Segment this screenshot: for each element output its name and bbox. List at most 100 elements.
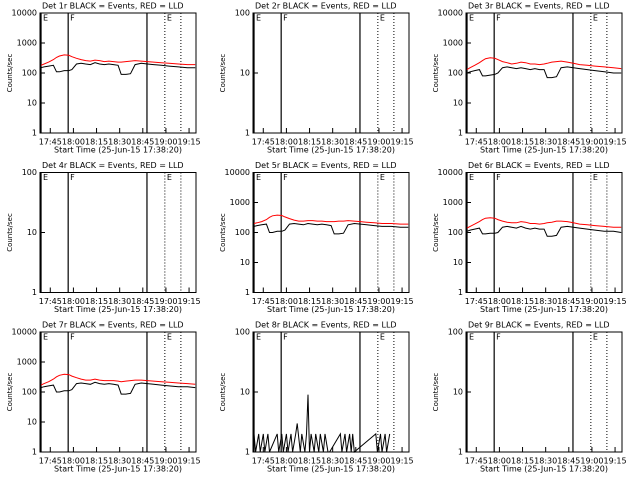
y-axis-label: Counts/sec xyxy=(6,373,14,412)
y-tick-label: 10000 xyxy=(438,9,463,18)
x-tick-label: 18:15 xyxy=(511,457,534,466)
y-axis-label: Counts/sec xyxy=(6,54,14,93)
y-tick-label: 10 xyxy=(240,388,250,397)
y-axis-label: Counts/sec xyxy=(219,373,227,412)
marker-label: E xyxy=(593,333,598,342)
marker-label: E xyxy=(469,333,474,342)
y-tick-label: 10 xyxy=(453,388,463,397)
chart-title: Det 6r BLACK = Events, RED = LLD xyxy=(468,161,610,170)
x-tick-label: 18:30 xyxy=(534,297,557,306)
y-tick-label: 10 xyxy=(453,258,463,267)
x-tick-label: 18:45 xyxy=(344,457,367,466)
x-tick-label: 18:00 xyxy=(488,297,511,306)
marker-label: E xyxy=(167,173,172,182)
x-tick-label: 19:00 xyxy=(580,457,603,466)
y-tick-label: 10000 xyxy=(438,168,463,177)
marker-label: E xyxy=(256,333,261,342)
y-tick-label: 10000 xyxy=(225,168,250,177)
x-axis-label: Start Time (25-Jun-15 17:38:20) xyxy=(267,465,395,474)
x-tick-label: 18:15 xyxy=(298,297,321,306)
y-axis-label: Counts/sec xyxy=(219,213,227,252)
x-tick-label: 18:45 xyxy=(344,297,367,306)
marker-label: E xyxy=(380,333,385,342)
marker-label: F xyxy=(283,333,288,342)
x-tick-label: 19:00 xyxy=(154,457,177,466)
series-line xyxy=(466,225,622,237)
series-line xyxy=(40,381,196,395)
x-tick-label: 19:00 xyxy=(580,297,603,306)
y-tick-label: 1 xyxy=(32,129,37,138)
x-tick-label: 18:30 xyxy=(321,457,344,466)
y-tick-label: 100 xyxy=(22,69,37,78)
x-tick-label: 18:30 xyxy=(321,138,344,147)
x-axis-label: Start Time (25-Jun-15 17:38:20) xyxy=(480,465,608,474)
x-tick-label: 17:45 xyxy=(252,457,275,466)
y-tick-label: 100 xyxy=(235,328,250,337)
x-tick-label: 18:45 xyxy=(131,138,154,147)
x-tick-label: 18:00 xyxy=(62,457,85,466)
x-tick-label: 19:15 xyxy=(391,138,414,147)
x-tick-label: 17:45 xyxy=(465,138,488,147)
y-tick-label: 10 xyxy=(27,99,37,108)
marker-label: F xyxy=(496,173,501,182)
marker-label: E xyxy=(593,173,598,182)
chart-title: Det 8r BLACK = Events, RED = LLD xyxy=(255,321,397,330)
x-tick-label: 19:15 xyxy=(178,297,201,306)
marker-label: F xyxy=(496,14,501,23)
x-tick-label: 18:30 xyxy=(108,138,131,147)
x-tick-label: 18:45 xyxy=(557,457,580,466)
series-line xyxy=(40,54,196,66)
x-axis-label: Start Time (25-Jun-15 17:38:20) xyxy=(267,146,395,155)
marker-label: F xyxy=(283,173,288,182)
x-tick-label: 17:45 xyxy=(252,297,275,306)
marker-label: F xyxy=(70,14,75,23)
y-tick-label: 1 xyxy=(458,129,463,138)
x-tick-label: 19:00 xyxy=(580,138,603,147)
chart-title: Det 1r BLACK = Events, RED = LLD xyxy=(42,2,184,11)
x-tick-label: 19:00 xyxy=(367,297,390,306)
x-tick-label: 18:00 xyxy=(275,138,298,147)
x-tick-label: 18:15 xyxy=(85,457,108,466)
marker-label: E xyxy=(167,14,172,23)
x-tick-label: 19:15 xyxy=(178,138,201,147)
x-tick-label: 19:15 xyxy=(391,457,414,466)
series-line xyxy=(253,394,391,454)
marker-label: E xyxy=(256,14,261,23)
x-tick-label: 17:45 xyxy=(465,297,488,306)
y-tick-label: 100 xyxy=(448,69,463,78)
x-tick-label: 18:00 xyxy=(62,297,85,306)
y-tick-label: 1000 xyxy=(17,39,37,48)
y-tick-label: 100 xyxy=(448,328,463,337)
marker-label: E xyxy=(380,14,385,23)
x-tick-label: 18:45 xyxy=(131,457,154,466)
x-tick-label: 18:15 xyxy=(298,138,321,147)
x-tick-label: 19:15 xyxy=(604,297,627,306)
x-tick-label: 19:15 xyxy=(604,457,627,466)
marker-label: F xyxy=(70,173,75,182)
x-axis-label: Start Time (25-Jun-15 17:38:20) xyxy=(480,146,608,155)
y-tick-label: 10 xyxy=(240,258,250,267)
y-tick-label: 10000 xyxy=(12,328,37,337)
x-axis-label: Start Time (25-Jun-15 17:38:20) xyxy=(54,305,182,314)
x-tick-label: 19:15 xyxy=(391,297,414,306)
x-tick-label: 18:00 xyxy=(62,138,85,147)
x-tick-label: 19:00 xyxy=(367,138,390,147)
y-tick-label: 1 xyxy=(458,288,463,297)
marker-label: E xyxy=(380,173,385,182)
x-tick-label: 18:00 xyxy=(488,138,511,147)
chart-title: Det 3r BLACK = Events, RED = LLD xyxy=(468,2,610,11)
y-tick-label: 1 xyxy=(32,288,37,297)
x-tick-label: 18:30 xyxy=(108,457,131,466)
x-axis-label: Start Time (25-Jun-15 17:38:20) xyxy=(54,465,182,474)
marker-label: E xyxy=(256,173,261,182)
y-tick-label: 1 xyxy=(245,448,250,457)
x-axis-label: Start Time (25-Jun-15 17:38:20) xyxy=(54,146,182,155)
x-tick-label: 19:00 xyxy=(367,457,390,466)
marker-label: E xyxy=(469,14,474,23)
y-tick-label: 10000 xyxy=(12,9,37,18)
x-tick-label: 18:30 xyxy=(108,297,131,306)
y-tick-label: 1 xyxy=(245,129,250,138)
marker-label: E xyxy=(593,14,598,23)
y-tick-label: 10 xyxy=(27,418,37,427)
